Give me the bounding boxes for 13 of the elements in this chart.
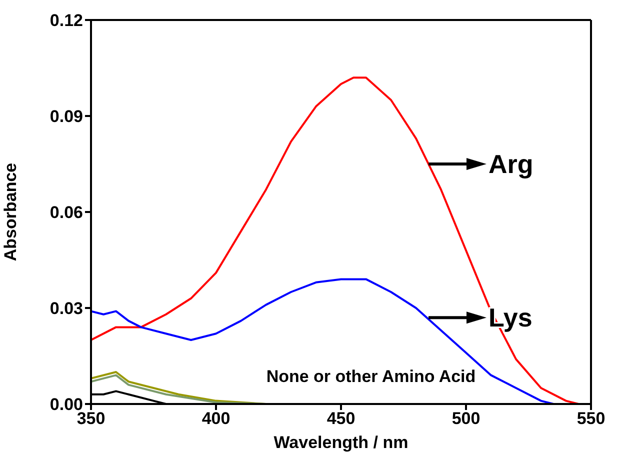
x-tick-label: 450 [326, 409, 356, 428]
y-tick-label: 0.03 [50, 299, 83, 318]
y-tick-label: 0.09 [50, 107, 83, 126]
y-axis-title: Absorbance [1, 162, 20, 262]
x-tick-label: 550 [576, 409, 606, 428]
x-axis-title: Wavelength / nm [274, 433, 408, 452]
annotation: None or other Amino Acid [266, 367, 476, 386]
x-tick-label: 500 [452, 409, 480, 428]
y-tick-label: 0.06 [50, 203, 83, 222]
x-tick-label: 400 [202, 409, 230, 428]
annotation: Arg [488, 149, 534, 179]
y-tick-label: 0.12 [50, 11, 83, 30]
x-tick-label: 350 [76, 409, 106, 428]
